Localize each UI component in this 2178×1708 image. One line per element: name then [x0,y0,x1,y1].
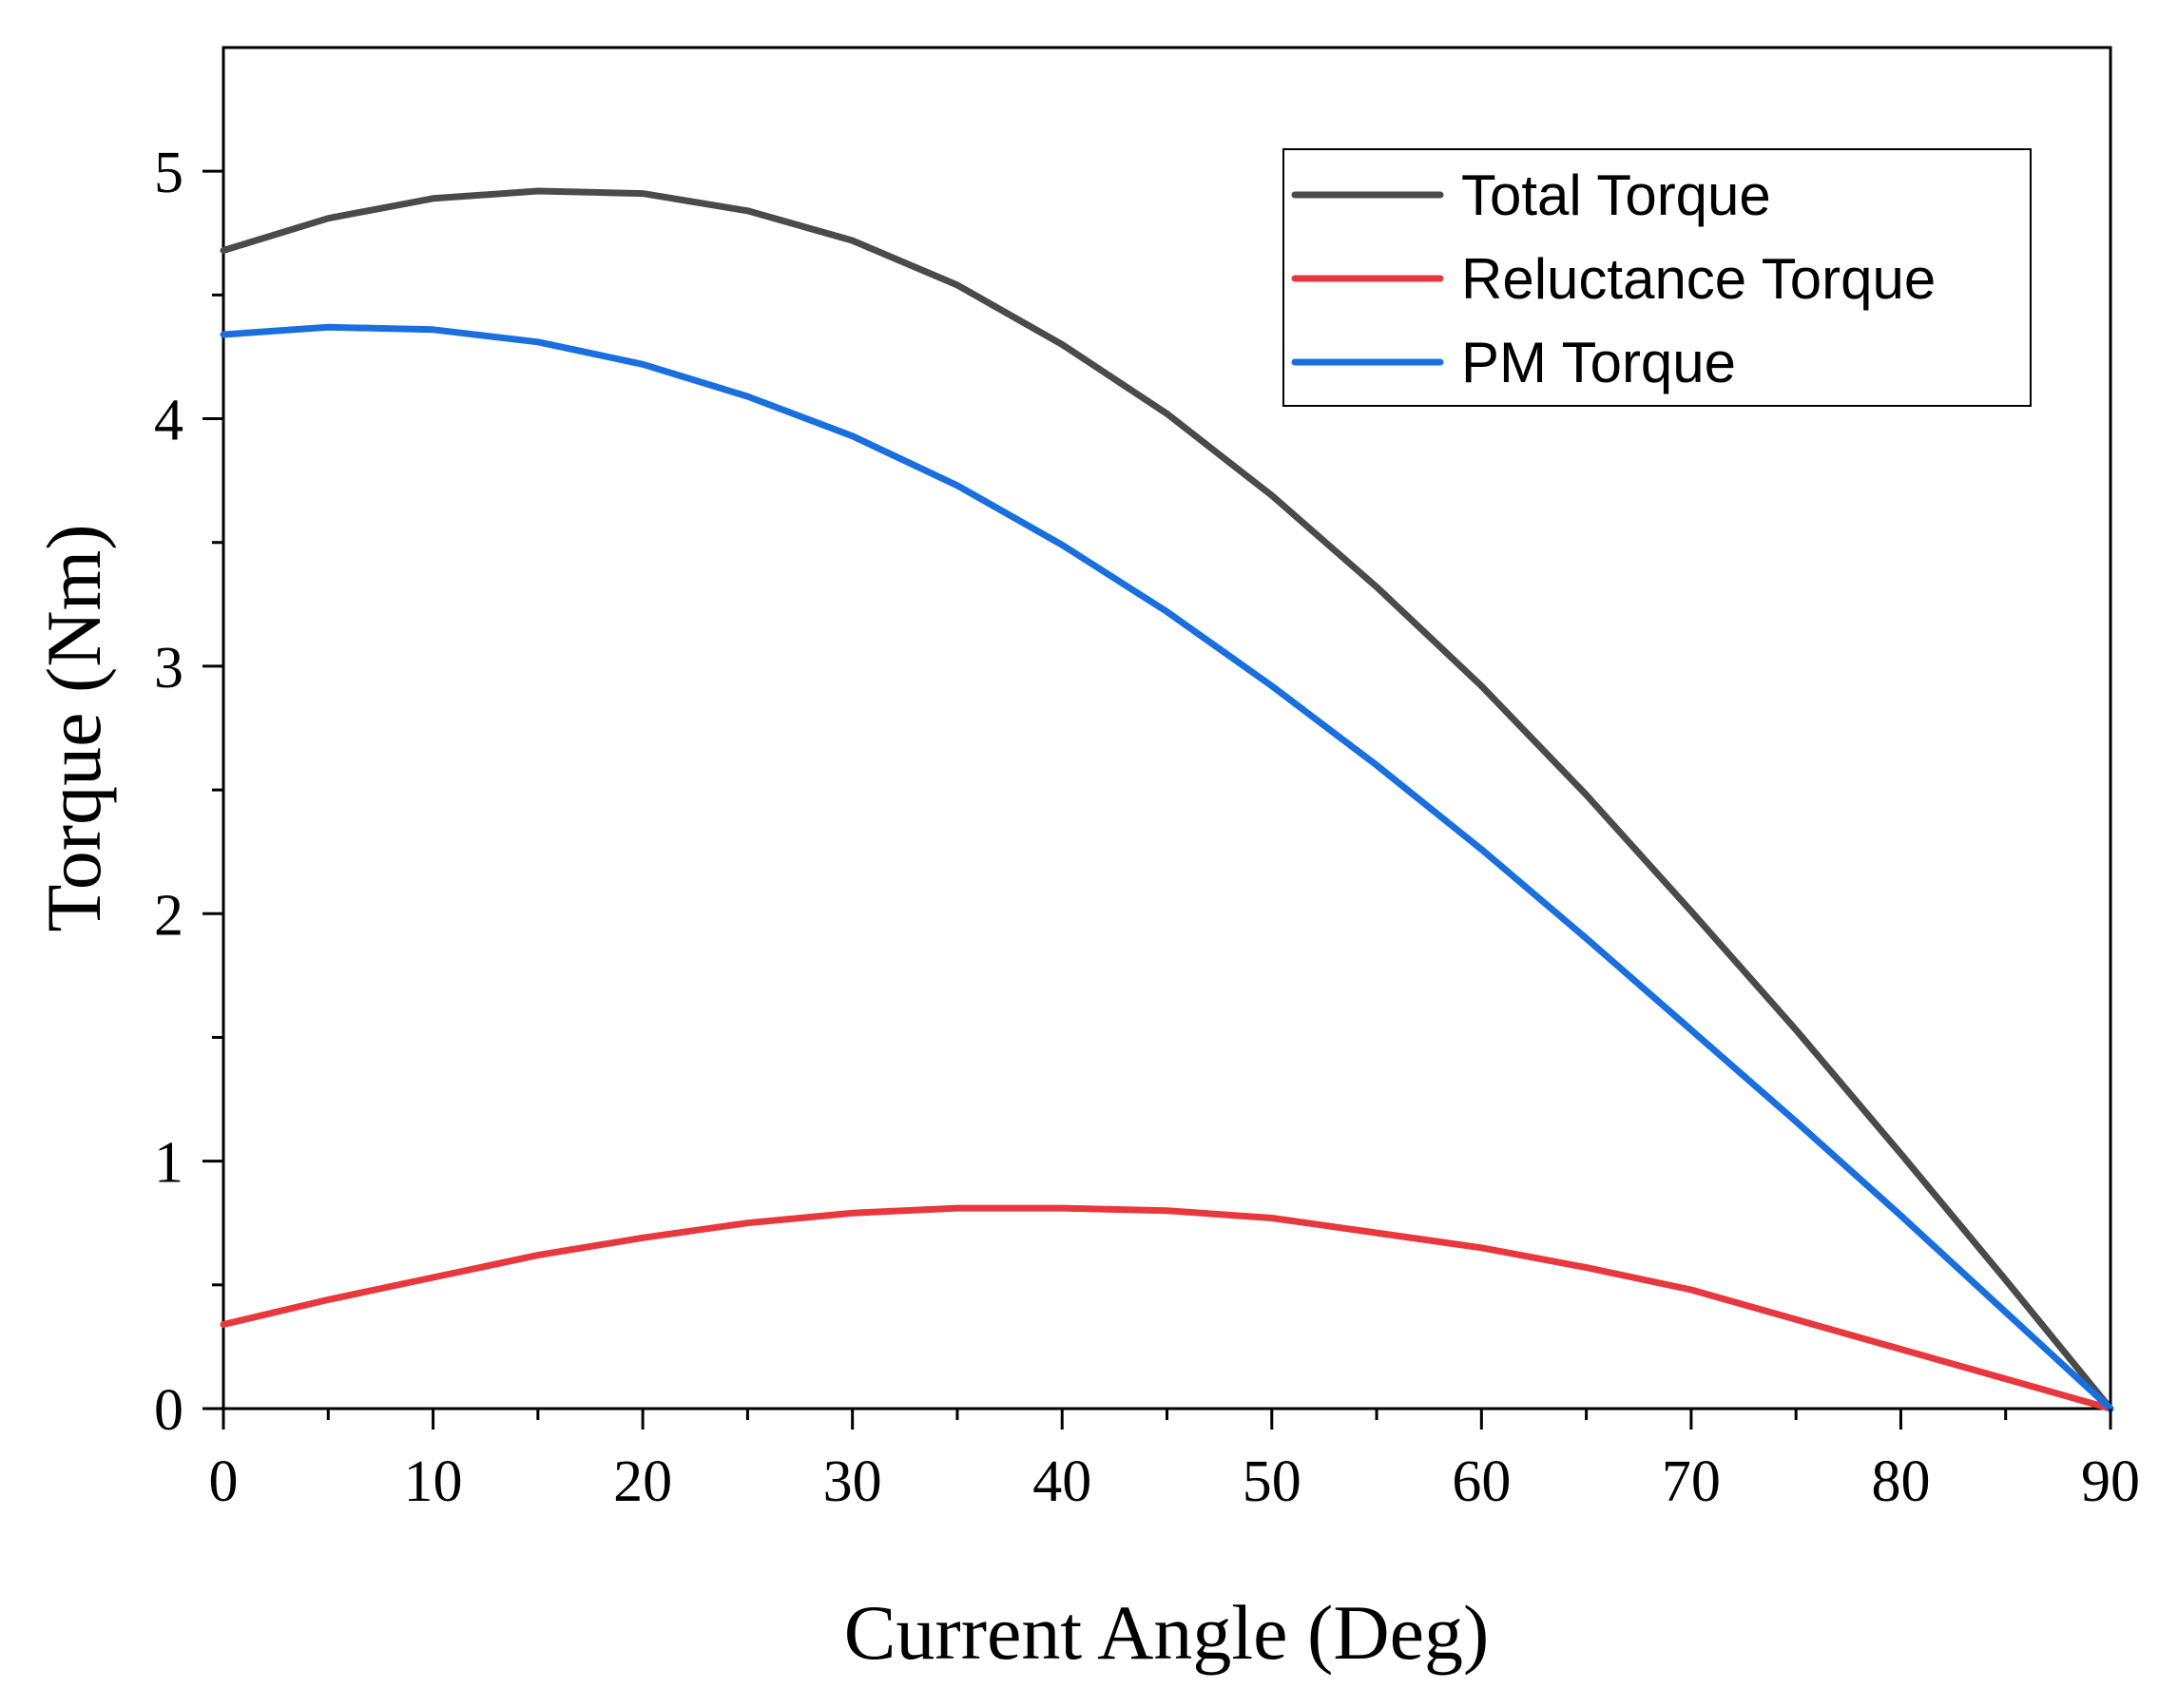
x-axis-title: Current Angle (Deg) [844,1589,1490,1676]
y-tick-label: 1 [154,1131,183,1196]
y-tick-label: 4 [154,389,183,453]
legend-label: Total Torque [1461,163,1771,227]
x-axis: 0 10 20 30 40 50 60 70 80 90 [209,1409,2140,1514]
legend-items: Total Torque Reluctance Torque PM Torque [1291,163,1936,394]
x-tick-label: 30 [823,1449,882,1514]
x-tick-label: 80 [1871,1449,1930,1514]
series-line-reluctance-torque [220,1204,2114,1412]
x-tick-label: 20 [613,1449,672,1514]
y-tick-label: 3 [154,636,183,700]
y-axis: 0 1 2 3 4 5 [154,141,223,1443]
series-line-total-torque [220,187,2114,1412]
y-axis-title: Torque (Nm) [30,524,117,931]
y-tick-label: 5 [154,141,183,205]
legend-label: Reluctance Torque [1461,247,1936,311]
series-line-pm-torque [220,323,2114,1412]
x-tick-label: 0 [209,1449,239,1514]
x-tick-label: 70 [1662,1449,1721,1514]
x-tick-label: 90 [2081,1449,2140,1514]
series-layer [220,187,2114,1412]
x-tick-label: 10 [404,1449,463,1514]
y-tick-label: 2 [154,883,183,948]
legend-label: PM Torque [1461,331,1736,394]
y-tick-label: 0 [154,1378,183,1443]
x-tick-label: 60 [1452,1449,1511,1514]
legend: Total Torque Reluctance Torque PM Torque [1282,148,2032,407]
x-tick-label: 40 [1032,1449,1091,1514]
x-tick-label: 50 [1243,1449,1301,1514]
